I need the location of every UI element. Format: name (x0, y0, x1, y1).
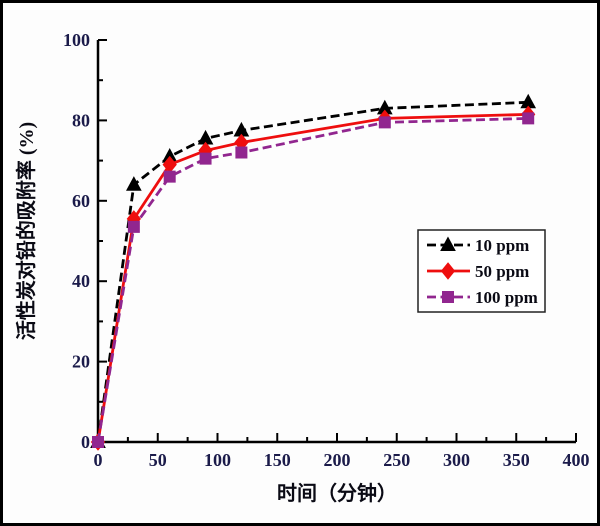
legend-marker-square (442, 291, 454, 303)
marker-triangle-10-ppm (126, 176, 142, 191)
x-tick-label: 0 (94, 450, 103, 470)
marker-square-100-ppm (127, 220, 140, 233)
x-tick-label: 350 (503, 450, 530, 470)
x-tick-label: 100 (204, 450, 231, 470)
marker-square-100-ppm (235, 146, 248, 159)
marker-square-100-ppm (199, 152, 212, 165)
x-tick-label: 250 (383, 450, 410, 470)
legend-label: 10 ppm (475, 236, 529, 255)
y-tick-label: 100 (63, 30, 90, 50)
y-tick-label: 60 (72, 191, 90, 211)
adsorption-line-chart: 时间（分钟） 活性炭对铅的吸附率 (%) 0 50 100 150 200 250 300 3… (14, 30, 590, 505)
x-tick-label: 400 (563, 450, 590, 470)
legend-marker-triangle (440, 236, 456, 251)
marker-square-100-ppm (378, 116, 391, 129)
marker-square-100-ppm (522, 112, 535, 125)
x-axis-title: 时间（分钟） (277, 481, 397, 505)
plot-area: 0 50 100 150 200 250 300 350 400 0 20 40 60 80 100 10 p… (63, 30, 590, 470)
y-tick-label: 40 (72, 271, 90, 291)
x-tick-label: 300 (443, 450, 470, 470)
legend-marker-diamond (440, 262, 456, 280)
marker-square-100-ppm (92, 436, 104, 448)
legend-label: 100 ppm (475, 288, 538, 307)
legend-label: 50 ppm (475, 262, 529, 281)
x-tick-label: 200 (324, 450, 351, 470)
y-tick-label: 20 (72, 352, 90, 372)
y-tick-label: 80 (72, 110, 90, 130)
marker-square-100-ppm (163, 170, 176, 183)
x-tick-label: 150 (264, 450, 291, 470)
x-tick-label: 50 (149, 450, 167, 470)
y-axis-title: 活性炭对铅的吸附率 (%) (14, 122, 38, 340)
legend-box (417, 229, 546, 313)
y-tick-label: 0 (81, 432, 90, 452)
